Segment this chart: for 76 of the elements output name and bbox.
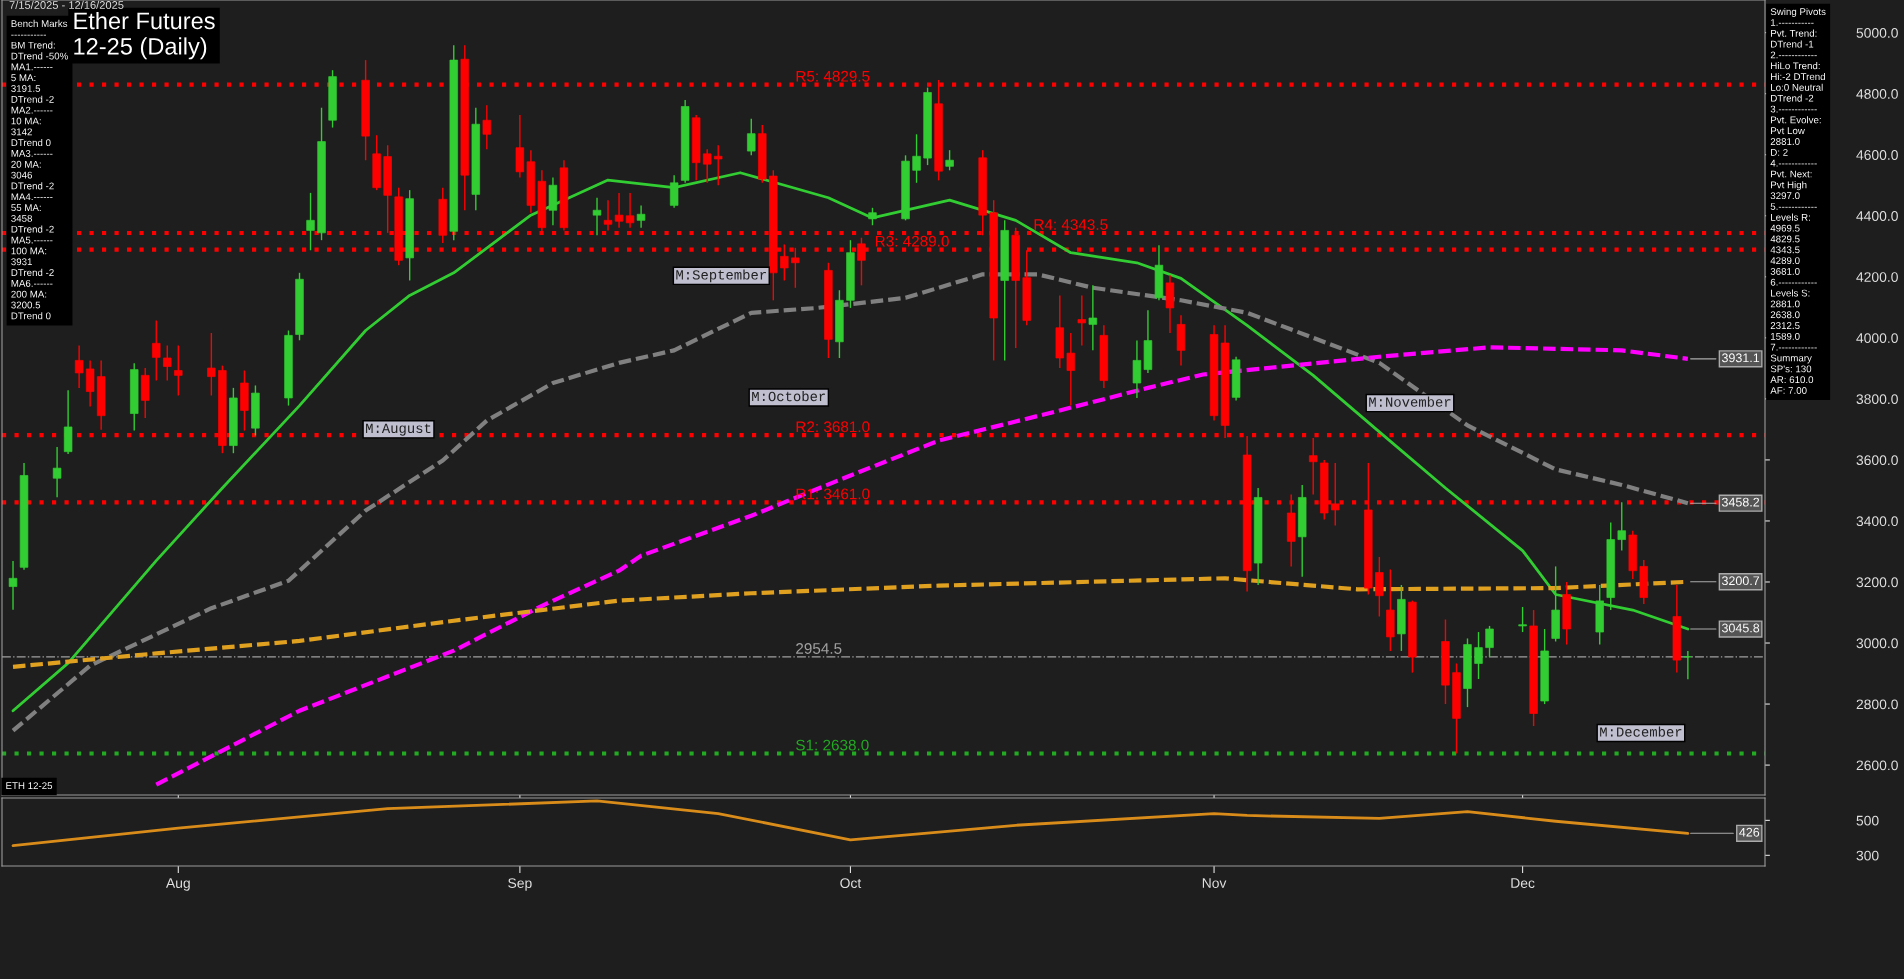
- chart-subtitle: 7/15/2025 - 12/16/2025: [9, 0, 124, 9]
- candlestick: [592, 197, 602, 236]
- text: Ether Futures 12-25 (Daily): [74, 11, 215, 60]
- candlestick: [747, 118, 756, 157]
- candlestick: [85, 359, 95, 408]
- x-tick-label: Sep: [508, 878, 532, 891]
- annotation: M:November: [1369, 396, 1451, 407]
- annotation: M:September: [676, 269, 766, 283]
- y-tick-label: 300: [1856, 850, 1879, 861]
- candlestick: [1309, 437, 1318, 496]
- y-tick-label: 3800.0: [1856, 394, 1898, 405]
- y-tick-label: 4400.0: [1856, 211, 1898, 221]
- ref-line-label: R2: 3681.0: [796, 421, 870, 433]
- candlestick: [702, 148, 712, 184]
- y-tick-label: 4600.0: [1856, 150, 1898, 160]
- candlestick: [1485, 625, 1494, 658]
- candlestick: [1375, 556, 1384, 618]
- annotation: 3200.7: [1721, 576, 1760, 586]
- candlestick: [1077, 294, 1087, 347]
- candlestick: [780, 243, 789, 282]
- candlestick: [74, 344, 84, 389]
- candlestick: [945, 149, 954, 171]
- annotation: ETH 12-25: [6, 782, 53, 790]
- candlestick: [152, 319, 161, 382]
- ref-line-label: R5: 4829.5: [796, 70, 870, 82]
- candlestick: [163, 344, 172, 382]
- candlestick: [1474, 631, 1483, 680]
- y-tick-label: 4200.0: [1856, 272, 1898, 282]
- x-tick-label: Oct: [840, 878, 862, 889]
- y-tick-label: 5000.0: [1856, 27, 1898, 38]
- candlestick: [669, 174, 679, 209]
- x-tick-label: Aug: [165, 878, 190, 891]
- candlestick: [174, 344, 183, 397]
- candlestick: [603, 199, 613, 232]
- candlestick: [714, 144, 723, 186]
- y-tick-label: 3600.0: [1856, 455, 1898, 466]
- y-tick-label: 2800.0: [1856, 699, 1898, 710]
- candlestick: [1518, 606, 1527, 633]
- annotation: 3931.1: [1721, 353, 1760, 363]
- annotation: 3045.8: [1721, 623, 1760, 633]
- candlestick: [1088, 284, 1098, 352]
- ref-line-label: S1: 2638.0: [796, 739, 869, 751]
- line-series: [154, 345, 1690, 787]
- candlestick: [1066, 332, 1076, 407]
- candlestick: [1683, 650, 1693, 681]
- y-tick-label: 500: [1856, 815, 1879, 826]
- y-tick-label: 3200.0: [1856, 577, 1898, 588]
- annotation: M:December: [1600, 726, 1682, 737]
- y-tick-label: 3400.0: [1856, 516, 1898, 527]
- candlestick: [625, 192, 635, 229]
- y-tick-label: 4000.0: [1856, 333, 1898, 344]
- candlestick: [207, 332, 216, 397]
- y-tick-label: 3000.0: [1856, 638, 1898, 649]
- ref-line-label: R4: 4343.5: [1034, 219, 1108, 230]
- ref-line-label: 2954.5: [796, 643, 842, 654]
- y-tick-label: 4800.0: [1856, 89, 1898, 99]
- text: Swing Pivots 1.----------- Pvt. Trend: DTrend -1 2.------------ HiLo Trend: Hi:-2 DTrend Lo:0 Neutral DTrend -2 3.------------ Pvt. Evolve: Pvt Low 2881.0 D: 2 4.------------ Pvt. Next: Pvt High 3297.0 5.------------ Levels R: 4969.5 4829.5 4343.5 4289.0 3681.0 6.------------ Levels S: 2881.0 2638.0 2312.5 1589.0 7.------------ Summary SP's: 130 AR: 610.0 AF: 7.00: [1770, 7, 1826, 394]
- annotation: M:October: [752, 391, 826, 402]
- annotation: M:August: [366, 423, 431, 436]
- candlestick: [1617, 501, 1626, 552]
- candlestick: [306, 192, 315, 251]
- ref-line-label: R3: 4289.0: [875, 235, 949, 247]
- candlestick: [482, 104, 492, 150]
- annotation: 3458.2: [1721, 497, 1760, 507]
- line-series: [11, 799, 1690, 848]
- candlestick: [912, 133, 921, 184]
- text: Bench Marks ----------- BM Trend: DTrend -50% MA1.------ 5 MA: 3191.5 DTrend -2 MA2.------ 10 MA: 3142 DTrend 0 MA3.------ 20 MA: 3046 DTrend -2 MA4.------ 55 MA: 3458 DTrend -2 MA5.------ 100 MA: 3931 DTrend -2 MA6.------ 200 MA: 3200.5 DTrend 0: [11, 19, 68, 320]
- candlestick: [636, 204, 646, 229]
- candlestick: [614, 192, 624, 229]
- annotation: 426: [1739, 827, 1760, 837]
- candlestick: [1132, 339, 1142, 399]
- x-tick-label: Dec: [1511, 878, 1535, 889]
- candlestick: [52, 446, 62, 498]
- x-tick-label: Nov: [1202, 878, 1227, 889]
- candlestick: [8, 560, 18, 611]
- y-tick-label: 2600.0: [1856, 760, 1898, 771]
